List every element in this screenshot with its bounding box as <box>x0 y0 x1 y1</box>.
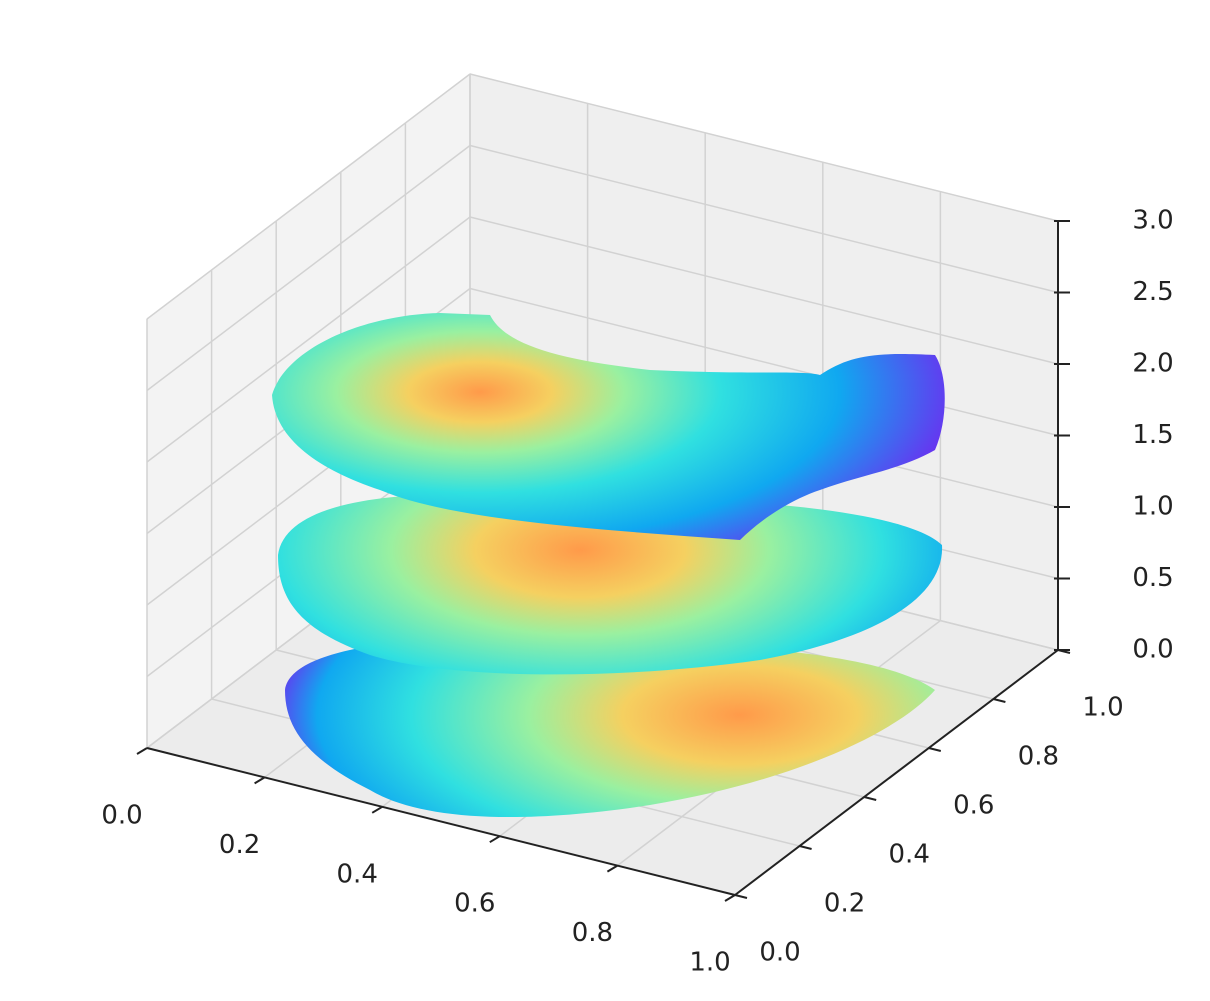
y-tick-label: 0.4 <box>889 840 930 870</box>
x-tick <box>371 805 383 814</box>
y-tick-label: 0.0 <box>759 938 800 968</box>
x-tick <box>136 747 148 755</box>
z-tick-label: 1.0 <box>1132 492 1173 522</box>
y-axis-line <box>734 649 1059 896</box>
z-tick-label: 0.0 <box>1132 635 1173 665</box>
z-tick-label: 3.0 <box>1132 206 1173 236</box>
y-tick-label: 0.6 <box>953 791 994 821</box>
grid-line <box>146 216 471 463</box>
z-tick-label: 0.5 <box>1132 563 1173 593</box>
x-tick-label: 0.8 <box>572 918 613 948</box>
y-tick-label: 1.0 <box>1082 693 1123 723</box>
y-tick <box>993 698 1006 703</box>
grid-line <box>469 144 1059 294</box>
x-axis-line <box>146 747 736 896</box>
z-tick-label: 1.5 <box>1132 420 1173 450</box>
x-tick-label: 0.6 <box>454 889 495 919</box>
surfaces <box>272 313 945 817</box>
grid-line <box>469 287 1059 437</box>
grid-line <box>146 144 471 392</box>
x-tick <box>489 835 501 844</box>
surface-layer <box>278 494 943 675</box>
grid-line <box>469 216 1059 365</box>
grid-line <box>469 73 1059 222</box>
x-tick <box>606 864 618 873</box>
z-tick-label: 2.0 <box>1132 349 1173 379</box>
y-tick <box>734 894 748 899</box>
y-tick <box>799 845 812 850</box>
y-tick <box>863 796 877 801</box>
x-tick-label: 0.0 <box>101 801 142 831</box>
x-tick-label: 0.2 <box>219 830 260 860</box>
x-tick <box>254 776 266 785</box>
x-tick-label: 1.0 <box>689 948 730 978</box>
x-tick-label: 0.4 <box>337 859 378 889</box>
y-tick <box>928 747 942 752</box>
y-tick-label: 0.2 <box>824 889 865 919</box>
y-tick-label: 0.8 <box>1018 742 1059 772</box>
x-tick <box>724 894 736 902</box>
surface-layer <box>272 313 945 540</box>
axes-foreground: 0.0 0.2 0.4 0.6 0.8 1.0 0.0 0.2 0.4 0.6 0.8 1.0 0.0 0… <box>101 206 1173 978</box>
z-tick-label: 2.5 <box>1132 277 1173 307</box>
grid-line <box>146 73 471 320</box>
surface-layer <box>285 639 935 817</box>
